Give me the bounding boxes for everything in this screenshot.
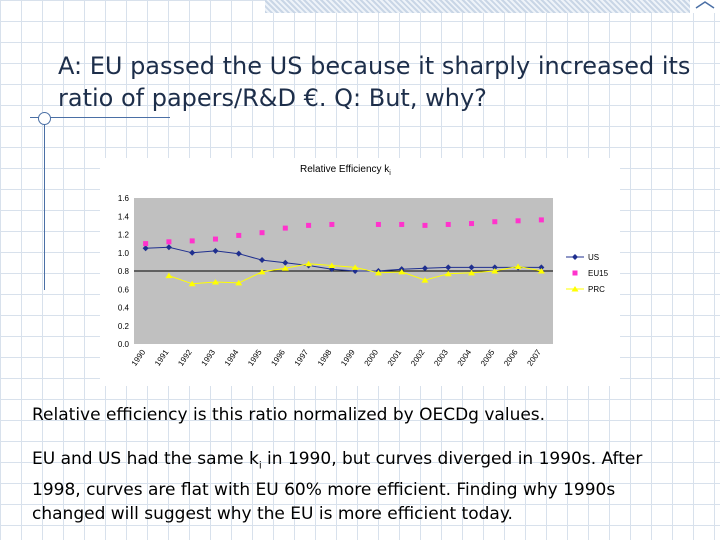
y-tick-label: 1.0 <box>118 249 130 258</box>
y-tick-label: 0.8 <box>118 267 130 276</box>
data-point <box>571 286 579 292</box>
data-point <box>491 268 499 274</box>
decor-vertical-rule <box>44 122 45 290</box>
data-point <box>421 277 429 283</box>
data-point <box>399 221 405 227</box>
data-point <box>258 268 266 275</box>
data-point <box>444 270 452 277</box>
body-text-2: EU and US had the same ki in 1990, but c… <box>32 447 692 526</box>
data-point <box>492 219 498 225</box>
data-point <box>445 221 451 227</box>
data-point <box>143 241 149 247</box>
chart-title: Relative Efficiency ki <box>300 164 391 177</box>
data-point <box>351 264 359 270</box>
efficiency-chart: Relative Efficiency ki 0.0 0.2 0.4 0.6 0.8 1.… <box>100 158 620 386</box>
data-point <box>515 218 521 224</box>
data-point <box>422 222 428 228</box>
decor-rule <box>30 117 170 118</box>
data-point <box>398 268 406 275</box>
y-tick-label: 0.2 <box>118 322 130 331</box>
data-point <box>572 270 578 276</box>
data-point <box>281 265 289 271</box>
y-tick-label: 1.4 <box>118 212 130 221</box>
legend-label: EU15 <box>588 269 609 278</box>
data-point <box>538 264 545 271</box>
data-point <box>375 221 381 227</box>
y-tick-label: 1.6 <box>118 194 130 203</box>
y-tick-label: 0.0 <box>118 340 130 349</box>
data-point <box>189 238 195 244</box>
data-point <box>491 264 498 271</box>
series-us <box>142 244 545 274</box>
data-point <box>445 264 452 271</box>
legend-item-eu15: EU15 <box>572 269 609 278</box>
series-eu15 <box>143 217 544 247</box>
data-point <box>537 268 545 274</box>
body-text-2-post: in 1990, but curves diverged in 1990s. A… <box>32 449 643 525</box>
data-point <box>259 230 265 236</box>
y-tick-label: 0.4 <box>118 304 130 313</box>
data-point <box>514 263 522 269</box>
data-point <box>236 232 242 238</box>
data-point <box>469 221 475 227</box>
data-point <box>282 259 289 266</box>
data-point <box>282 225 288 231</box>
slide-title: A: EU passed the US because it sharply i… <box>58 52 691 112</box>
body-text-1: Relative efficiency is this ratio normal… <box>32 405 546 425</box>
body-text-2-pre: EU and US had the same k <box>32 449 259 469</box>
legend-label: PRC <box>588 285 605 294</box>
legend-item-us: US <box>566 253 599 262</box>
data-point <box>468 264 475 271</box>
corner-decor <box>690 0 720 13</box>
legend-item-prc: PRC <box>566 285 605 294</box>
data-point <box>328 262 336 269</box>
data-point <box>189 249 196 256</box>
data-point <box>165 272 173 279</box>
data-point <box>306 222 312 228</box>
data-point <box>329 221 335 227</box>
data-point <box>142 245 149 252</box>
body-text-2-sub: i <box>258 460 262 472</box>
data-point <box>235 250 242 257</box>
data-point <box>235 279 243 286</box>
data-point <box>188 280 196 287</box>
data-point <box>374 269 382 276</box>
data-point <box>212 236 218 242</box>
data-point <box>166 239 172 245</box>
series-line-us <box>145 246 542 272</box>
series-prc <box>165 260 545 287</box>
data-point <box>212 247 219 254</box>
legend-label: US <box>588 253 599 262</box>
y-tick-label: 1.2 <box>118 231 130 240</box>
data-point <box>572 254 578 260</box>
data-point <box>328 266 335 273</box>
data-point <box>165 244 172 251</box>
data-point <box>259 257 266 264</box>
data-point <box>538 217 544 223</box>
data-point <box>468 269 476 276</box>
top-decor-band <box>265 0 720 13</box>
decor-circle <box>38 112 51 125</box>
y-tick-label: 0.6 <box>118 285 130 294</box>
data-point <box>421 265 428 272</box>
data-point <box>305 260 313 267</box>
data-point <box>211 278 219 285</box>
